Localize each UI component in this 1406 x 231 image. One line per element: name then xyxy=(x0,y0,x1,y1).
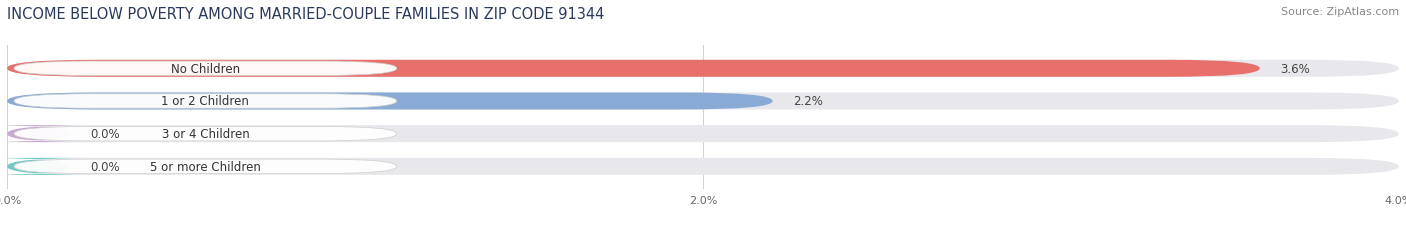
Text: INCOME BELOW POVERTY AMONG MARRIED-COUPLE FAMILIES IN ZIP CODE 91344: INCOME BELOW POVERTY AMONG MARRIED-COUPL… xyxy=(7,7,605,22)
Text: No Children: No Children xyxy=(170,63,240,76)
FancyBboxPatch shape xyxy=(14,62,396,76)
Text: 3.6%: 3.6% xyxy=(1281,63,1310,76)
Text: Source: ZipAtlas.com: Source: ZipAtlas.com xyxy=(1281,7,1399,17)
FancyBboxPatch shape xyxy=(0,126,97,143)
FancyBboxPatch shape xyxy=(14,94,396,109)
Text: 0.0%: 0.0% xyxy=(90,160,120,173)
FancyBboxPatch shape xyxy=(7,158,1399,175)
FancyBboxPatch shape xyxy=(7,61,1260,77)
Text: 2.2%: 2.2% xyxy=(793,95,824,108)
Text: 0.0%: 0.0% xyxy=(90,128,120,140)
FancyBboxPatch shape xyxy=(7,93,1399,110)
FancyBboxPatch shape xyxy=(7,126,1399,143)
Text: 5 or more Children: 5 or more Children xyxy=(150,160,262,173)
FancyBboxPatch shape xyxy=(7,61,1399,77)
Text: 3 or 4 Children: 3 or 4 Children xyxy=(162,128,249,140)
FancyBboxPatch shape xyxy=(7,93,773,110)
FancyBboxPatch shape xyxy=(14,159,396,174)
FancyBboxPatch shape xyxy=(0,158,97,175)
FancyBboxPatch shape xyxy=(14,127,396,141)
Text: 1 or 2 Children: 1 or 2 Children xyxy=(162,95,249,108)
